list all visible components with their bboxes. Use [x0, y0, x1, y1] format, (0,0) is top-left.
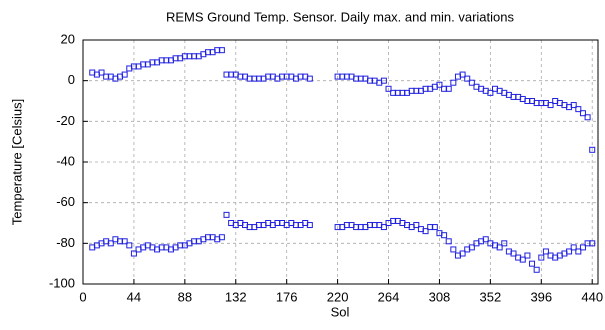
x-axis-label: Sol: [331, 304, 350, 319]
point: [445, 85, 452, 92]
point: [126, 242, 133, 249]
y-tick-label: -40: [56, 153, 75, 168]
y-axis-label: Temperature [Celsius]: [9, 99, 24, 225]
point: [579, 244, 586, 251]
point: [130, 250, 137, 257]
point: [524, 252, 531, 259]
x-tick-label: 176: [276, 289, 298, 304]
point: [431, 224, 438, 231]
point: [482, 236, 489, 243]
point: [385, 85, 392, 92]
point: [589, 240, 596, 247]
point: [501, 240, 508, 247]
point: [570, 244, 577, 251]
y-tick-label: -80: [56, 235, 75, 250]
point: [218, 47, 225, 54]
x-tick-label: 396: [530, 289, 552, 304]
x-tick-label: 352: [480, 289, 502, 304]
point: [542, 248, 549, 255]
point: [529, 260, 536, 267]
x-tick-label: 440: [581, 289, 603, 304]
point: [98, 69, 105, 76]
y-tick-label: 20: [61, 31, 75, 46]
point: [380, 77, 387, 84]
point: [533, 266, 540, 273]
point: [579, 110, 586, 117]
x-tick-label: 132: [225, 289, 247, 304]
point: [538, 254, 545, 261]
point: [459, 71, 466, 78]
point: [496, 244, 503, 251]
point: [464, 75, 471, 82]
x-tick-label: 88: [178, 289, 192, 304]
point: [380, 224, 387, 231]
y-tick-label: -20: [56, 113, 75, 128]
point: [575, 248, 582, 255]
plot-frame: [82, 39, 599, 285]
point: [107, 240, 114, 247]
point: [413, 222, 420, 229]
x-tick-label: 264: [378, 289, 400, 304]
x-tick-label: 0: [79, 289, 86, 304]
x-tick-label: 220: [327, 289, 349, 304]
point: [306, 222, 313, 229]
point: [570, 102, 577, 109]
point: [441, 232, 448, 239]
point: [566, 248, 573, 255]
y-tick-label: -100: [49, 275, 75, 290]
point: [450, 246, 457, 253]
point: [589, 146, 596, 153]
y-tick-label: -60: [56, 194, 75, 209]
point: [450, 79, 457, 86]
x-tick-label: 44: [127, 289, 141, 304]
point: [218, 234, 225, 241]
point: [468, 79, 475, 86]
point: [468, 244, 475, 251]
point: [306, 75, 313, 82]
point: [445, 238, 452, 245]
y-tick-label: 0: [68, 72, 75, 87]
chart-title: REMS Ground Temp. Sensor. Daily max. and…: [166, 9, 515, 24]
point: [121, 71, 128, 78]
point: [547, 102, 554, 109]
point: [121, 238, 128, 245]
point: [223, 211, 230, 218]
point: [487, 89, 494, 96]
point: [510, 250, 517, 257]
point: [422, 228, 429, 235]
x-tick-label: 308: [429, 289, 451, 304]
point: [584, 114, 591, 121]
point: [519, 256, 526, 263]
point: [436, 81, 443, 88]
point: [459, 250, 466, 257]
point: [575, 106, 582, 113]
